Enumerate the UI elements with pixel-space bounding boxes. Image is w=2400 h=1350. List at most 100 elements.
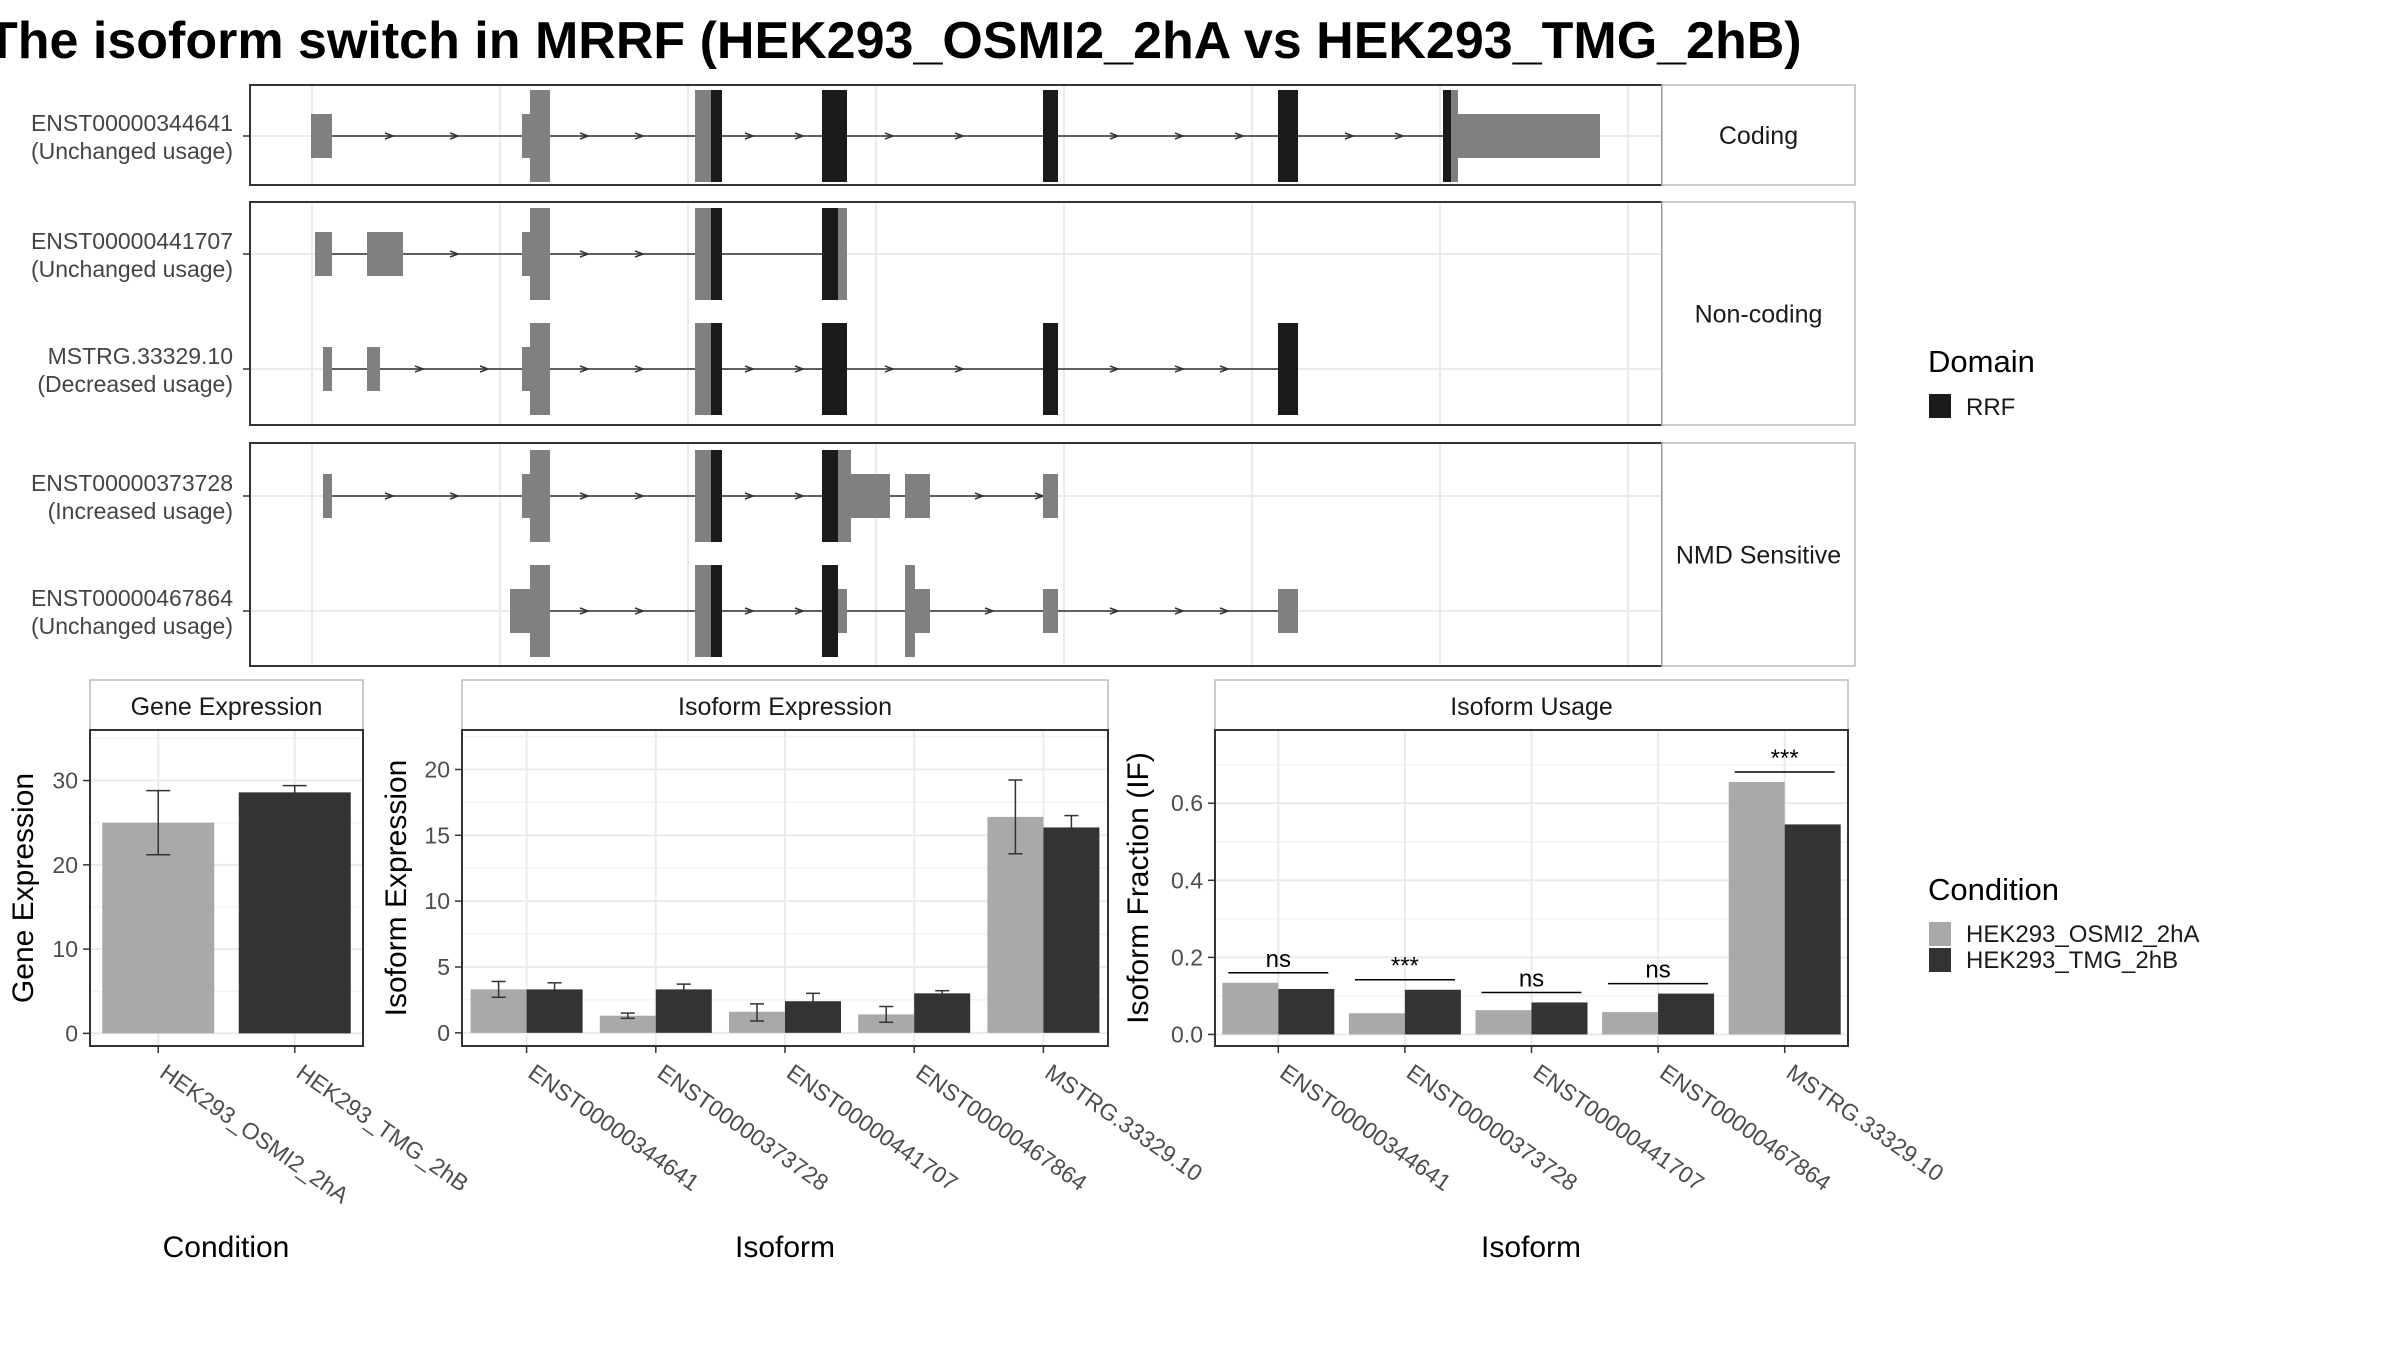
- strip-box: [1661, 442, 1856, 667]
- exon-block: [838, 450, 851, 542]
- transcript-usage: (Unchanged usage): [31, 613, 233, 639]
- structure-panel-bg: [250, 443, 1662, 666]
- intron-arrow: [1109, 607, 1121, 615]
- bar: [1784, 824, 1841, 1035]
- intron-arrow: [579, 492, 591, 500]
- bar: [1278, 988, 1335, 1035]
- strip-label: NMD Sensitive: [1676, 542, 1841, 570]
- intron-arrow: [579, 607, 591, 615]
- exon-block: [530, 90, 550, 182]
- significance-label: ***: [1771, 745, 1799, 772]
- domain-block: [1278, 90, 1298, 182]
- x-axis-title: Isoform: [1481, 1231, 1581, 1264]
- intron-arrow: [794, 492, 806, 500]
- legend-label: RRF: [1966, 394, 2015, 421]
- intron-arrow: [579, 365, 591, 373]
- bar: [1404, 989, 1461, 1035]
- y-tick-label: 0.6: [1171, 790, 1203, 816]
- intron-arrow: [384, 132, 396, 140]
- intron-arrow: [1219, 365, 1231, 373]
- exon-block: [838, 589, 847, 633]
- bar: [1043, 827, 1100, 1033]
- intron-arrow: [449, 492, 461, 500]
- intron-arrow: [744, 607, 756, 615]
- intron-arrow: [634, 365, 646, 373]
- x-axis-title: Isoform: [735, 1231, 835, 1264]
- intron-arrow: [1174, 365, 1186, 373]
- y-tick-label: 15: [424, 822, 450, 848]
- legends: Domain RRF Condition HEK293_OSMI2_2hAHEK293…: [1928, 344, 2199, 974]
- transcript-id: ENST00000344641: [31, 110, 233, 136]
- intron-arrow: [634, 492, 646, 500]
- chart-title: The isoform switch in MRRF (HEK293_OSMI2…: [0, 12, 1802, 70]
- intron-arrow: [744, 365, 756, 373]
- y-tick-label: 0.2: [1171, 944, 1203, 970]
- bar: [1658, 993, 1715, 1035]
- x-axis-title: Condition: [163, 1231, 290, 1264]
- transcript-id: MSTRG.33329.10: [48, 343, 233, 369]
- strip-label: Gene Expression: [131, 693, 323, 721]
- intron-arrow: [579, 132, 591, 140]
- intron-arrow: [634, 132, 646, 140]
- bar: [102, 822, 215, 1034]
- bar: [729, 1011, 785, 1033]
- y-tick-label: 0.4: [1171, 867, 1203, 893]
- exon-block: [367, 232, 403, 276]
- strip-box: [1214, 679, 1849, 731]
- legend-swatch: [1929, 922, 1951, 946]
- transcript-id: ENST00000441707: [31, 228, 233, 254]
- exon-block: [530, 450, 550, 542]
- legend-title: Domain: [1928, 344, 2035, 379]
- legend-swatch: [1929, 394, 1951, 418]
- intron-arrow: [449, 250, 461, 258]
- bar: [655, 989, 712, 1033]
- significance-label: ns: [1519, 965, 1544, 992]
- intron-arrow: [479, 365, 491, 373]
- domain-block: [822, 90, 847, 182]
- intron-arrow: [634, 607, 646, 615]
- transcript-usage: (Unchanged usage): [31, 256, 233, 282]
- transcript-usage: (Increased usage): [48, 498, 233, 524]
- significance-label: ***: [1391, 953, 1419, 980]
- domain-block: [1043, 90, 1058, 182]
- structure-panel-bg: [250, 202, 1662, 425]
- legend-swatch: [1929, 948, 1951, 972]
- intron-arrow: [1109, 132, 1121, 140]
- strip-box: [1661, 84, 1856, 186]
- plot-border: [89, 729, 364, 1047]
- exon-block: [905, 565, 915, 657]
- exon-block: [1043, 589, 1058, 633]
- y-axis-title: Isoform Expression: [380, 760, 413, 1017]
- strip-label: Coding: [1719, 122, 1798, 150]
- bar: [1602, 1012, 1659, 1035]
- transcript-id: ENST00000467864: [31, 585, 233, 611]
- transcript-id: ENST00000373728: [31, 470, 233, 496]
- intron-arrow: [1344, 132, 1356, 140]
- intron-arrow: [744, 132, 756, 140]
- intron-arrow: [1109, 365, 1121, 373]
- exon-block: [838, 208, 847, 300]
- intron-arrow: [579, 250, 591, 258]
- intron-arrow: [954, 365, 966, 373]
- intron-arrow: [884, 365, 896, 373]
- bar: [914, 993, 971, 1033]
- strip-label: Non-coding: [1695, 301, 1823, 329]
- transcript-usage: (Decreased usage): [37, 371, 233, 397]
- domain-block: [822, 208, 838, 300]
- exon-block: [851, 474, 890, 518]
- strip-box: [89, 679, 364, 731]
- intron-arrow: [414, 365, 426, 373]
- exon-block: [367, 347, 380, 391]
- intron-arrow: [384, 492, 396, 500]
- bar: [1475, 1010, 1532, 1035]
- exon-block: [695, 323, 711, 415]
- exon-block: [1278, 589, 1298, 633]
- intron-arrow: [1394, 132, 1406, 140]
- legend-title: Condition: [1928, 872, 2059, 907]
- exon-block: [323, 347, 332, 391]
- exon-block: [530, 565, 550, 657]
- intron-arrow: [794, 607, 806, 615]
- exon-block: [1451, 90, 1458, 182]
- domain-block: [822, 565, 838, 657]
- bar-chart: Isoform Expression05101520ENST0000034464…: [380, 679, 1207, 1264]
